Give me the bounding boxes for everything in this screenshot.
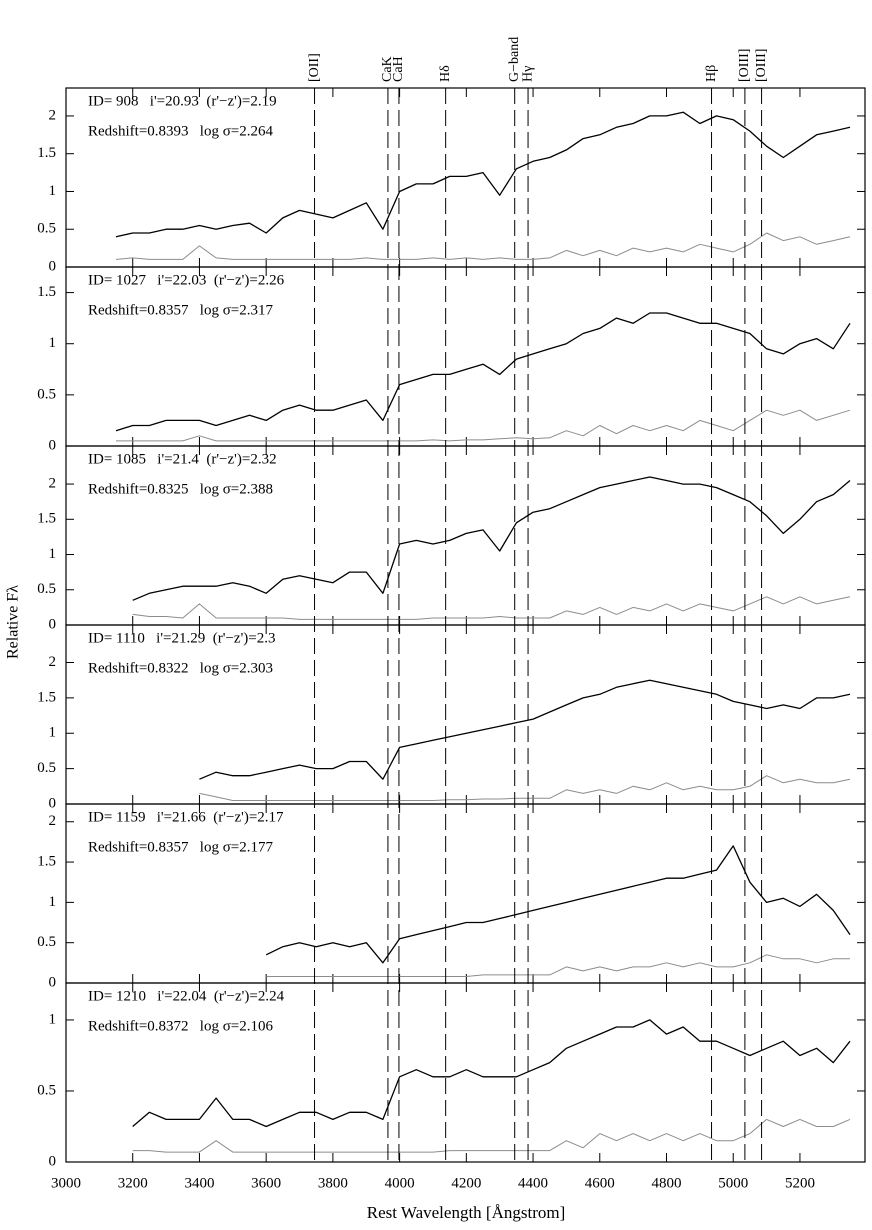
- x-tick-label: 4600: [585, 1175, 615, 1191]
- y-tick-label: 1.5: [37, 145, 56, 161]
- y-tick-label: 0.5: [37, 1082, 56, 1098]
- y-tick-label: 1: [49, 1011, 57, 1027]
- panel-frame: [65, 982, 866, 1163]
- x-tick-label: 3800: [318, 1175, 348, 1191]
- annotation: Redshift=0.8372 log σ=2.106: [88, 1018, 274, 1034]
- y-tick-label: 0: [49, 258, 57, 274]
- line-label: G−band: [507, 37, 522, 82]
- annotation: Redshift=0.8322 log σ=2.303: [88, 660, 273, 676]
- spectrum-line: [199, 775, 851, 801]
- spectrum-line: [265, 845, 851, 964]
- y-tick-label: 1.5: [37, 284, 56, 300]
- x-tick-label: 4800: [652, 1175, 682, 1191]
- spectrum-line: [115, 111, 851, 238]
- spectrum-line: [116, 409, 851, 442]
- x-tick-label: 3600: [251, 1175, 281, 1191]
- y-tick-label: 1.5: [37, 853, 56, 869]
- y-tick-label: 0: [49, 437, 57, 453]
- line-label: [OIII]: [737, 49, 752, 82]
- spectrum-line: [132, 1019, 851, 1128]
- x-tick-label: 5000: [718, 1175, 748, 1191]
- annotation: ID= 908 i'=20.93 (r'−z')=2.19: [88, 93, 277, 109]
- y-tick-label: 1.5: [37, 511, 56, 527]
- y-axis-label: Relative Fλ: [5, 585, 22, 659]
- line-label: [OIII]: [754, 49, 769, 82]
- y-tick-label: 0.5: [37, 760, 56, 776]
- y-tick-label: 0.5: [37, 221, 56, 237]
- y-tick-label: 1: [49, 183, 57, 199]
- line-label: Hβ: [704, 65, 719, 82]
- x-tick-label: 5200: [785, 1175, 815, 1191]
- annotation: ID= 1210 i'=22.04 (r'−z')=2.24: [88, 988, 285, 1004]
- line-label: Hδ: [438, 65, 453, 82]
- spectrum-line: [132, 596, 851, 620]
- y-tick-label: 0: [49, 1153, 57, 1169]
- y-tick-label: 0: [49, 795, 57, 811]
- y-tick-label: 1: [49, 894, 57, 910]
- annotation: ID= 1027 i'=22.03 (r'−z')=2.26: [88, 272, 285, 288]
- annotation: Redshift=0.8357 log σ=2.317: [88, 302, 274, 318]
- y-tick-label: 1.5: [37, 689, 56, 705]
- line-label: Hγ: [520, 66, 535, 82]
- x-tick-label: 4400: [518, 1175, 548, 1191]
- y-tick-label: 1: [49, 546, 57, 562]
- annotation: Redshift=0.8357 log σ=2.177: [88, 839, 274, 855]
- x-tick-label: 4200: [451, 1175, 481, 1191]
- y-tick-label: 0.5: [37, 934, 56, 950]
- line-label: CaK: [380, 56, 395, 82]
- y-tick-label: 1: [49, 335, 57, 351]
- line-label: [OII]: [307, 53, 322, 82]
- y-tick-label: 0.5: [37, 386, 56, 402]
- line-label: CaH: [391, 56, 406, 82]
- x-tick-label: 3400: [184, 1175, 214, 1191]
- spectrum-line: [132, 476, 851, 601]
- annotation: Redshift=0.8325 log σ=2.388: [88, 481, 273, 497]
- x-axis-label: Rest Wavelength [Ångstrom]: [367, 1203, 566, 1222]
- y-tick-label: 0: [49, 616, 57, 632]
- annotation: ID= 1159 i'=21.66 (r'−z')=2.17: [88, 809, 284, 825]
- x-tick-label: 3200: [118, 1175, 148, 1191]
- y-tick-label: 2: [49, 813, 57, 829]
- y-tick-label: 2: [49, 107, 57, 123]
- spectrum-line: [199, 679, 851, 780]
- y-tick-label: 0: [49, 974, 57, 990]
- spectrum-line: [266, 954, 850, 977]
- spectrum-line: [132, 1118, 851, 1153]
- y-tick-label: 2: [49, 654, 57, 670]
- y-tick-label: 2: [49, 475, 57, 491]
- annotation: ID= 1085 i'=21.4 (r'−z')=2.32: [88, 451, 277, 467]
- spectrum-line: [115, 312, 851, 432]
- y-tick-label: 1: [49, 725, 57, 741]
- spectrum-line: [115, 232, 851, 260]
- x-tick-label: 3000: [51, 1175, 81, 1191]
- x-tick-label: 4000: [385, 1175, 415, 1191]
- annotation: ID= 1110 i'=21.29 (r'−z')=2.3: [88, 630, 275, 646]
- y-tick-label: 0.5: [37, 581, 56, 597]
- annotation: Redshift=0.8393 log σ=2.264: [88, 123, 274, 139]
